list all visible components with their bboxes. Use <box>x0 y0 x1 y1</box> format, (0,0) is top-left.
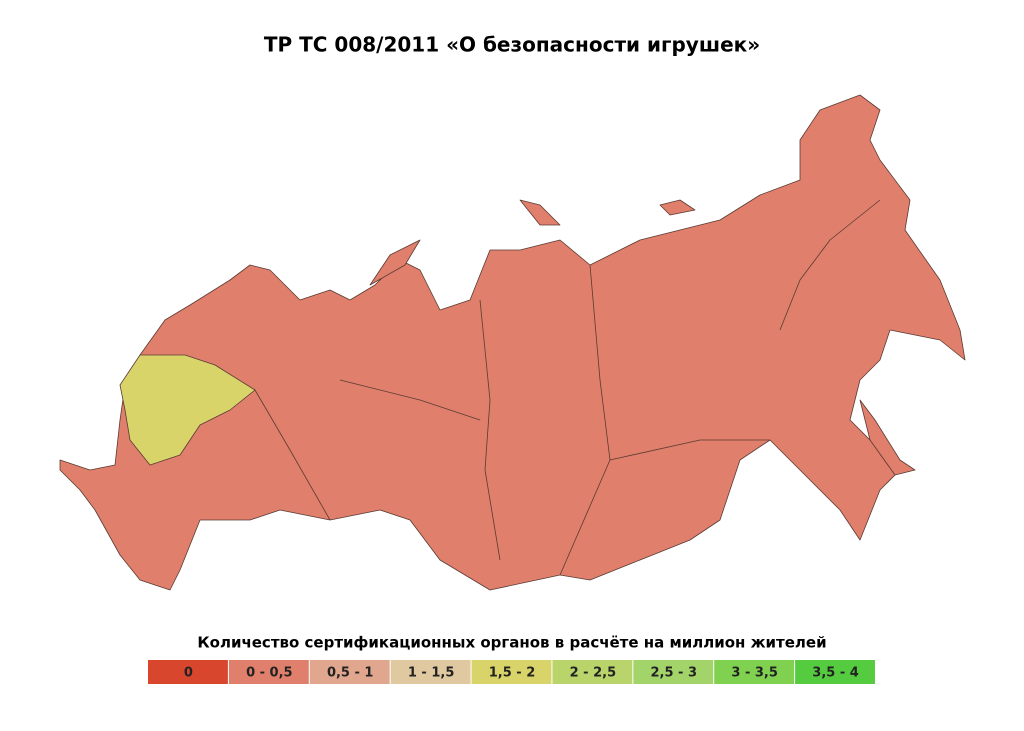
island <box>659 199 696 216</box>
region-border <box>254 389 331 521</box>
legend-label: 1 - 1,5 <box>408 666 455 681</box>
legend-swatch <box>714 660 795 684</box>
central-regions <box>119 354 256 466</box>
legend-swatch <box>148 660 228 684</box>
legend-title: Количество сертификационных органов в ра… <box>197 634 826 652</box>
region-border <box>339 379 481 421</box>
map <box>59 94 966 591</box>
legend-swatch <box>471 660 552 684</box>
region-border <box>479 299 501 561</box>
legend-swatch <box>795 660 875 684</box>
island <box>369 239 421 286</box>
region-border <box>779 199 881 331</box>
legend-swatch <box>390 660 471 684</box>
legend-label: 3,5 - 4 <box>812 666 859 681</box>
region-border <box>609 439 770 461</box>
legend-label: 2,5 - 3 <box>651 666 698 681</box>
region-border <box>559 264 611 576</box>
island <box>519 199 561 226</box>
legend-swatch <box>552 660 633 684</box>
legend-label: 0 <box>184 666 193 681</box>
legend: 0 0 - 0,5 0,5 - 1 1 - 1,5 1,5 - 2 2 - 2,5 2,5 … <box>148 660 875 684</box>
map-title: ТР ТС 008/2011 «О безопасности игрушек» <box>264 33 760 57</box>
legend-swatch <box>633 660 714 684</box>
legend-swatch <box>228 660 309 684</box>
legend-label: 0,5 - 1 <box>327 666 374 681</box>
legend-label: 1,5 - 2 <box>489 666 536 681</box>
island <box>859 399 916 476</box>
legend-label: 0 - 0,5 <box>246 666 293 681</box>
legend-label: 3 - 3,5 <box>731 666 778 681</box>
legend-label: 2 - 2,5 <box>570 666 617 681</box>
legend-swatch <box>309 660 390 684</box>
russia-regions <box>59 94 966 591</box>
